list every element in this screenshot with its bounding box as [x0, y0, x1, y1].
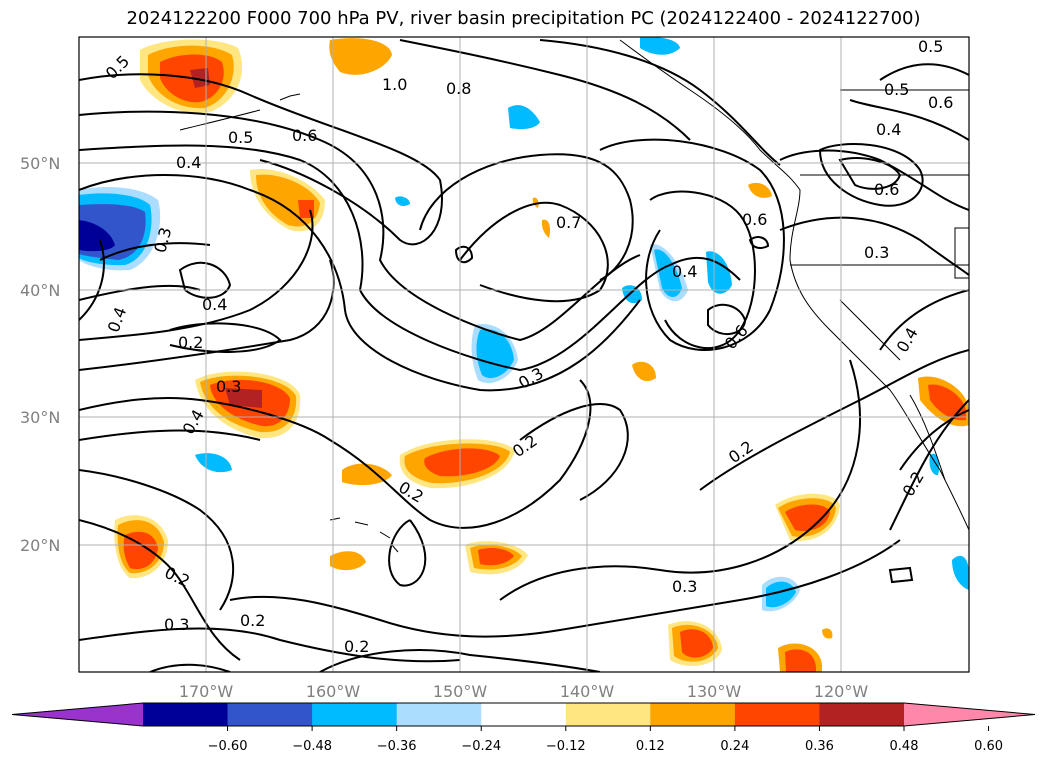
- positive-anomaly-hawaii-north: [342, 463, 392, 486]
- contour-label: 0.3: [216, 377, 241, 396]
- positive-anomaly-mid-south: [195, 371, 301, 439]
- positive-anomaly-sw: [114, 515, 168, 579]
- contour-label: 0.2: [178, 333, 203, 352]
- contour-label: 0.6: [292, 126, 317, 145]
- colorbar-tick-label: −0.36: [377, 739, 417, 754]
- colorbar-segment: [396, 703, 482, 726]
- contour-label: 0.3: [864, 243, 889, 262]
- longitude-labels: 170°W 160°W 150°W 140°W 130°W 120°W: [179, 682, 869, 701]
- colorbar-tick-label: −0.12: [546, 739, 586, 754]
- lon-label: 130°W: [687, 682, 742, 701]
- lon-label: 150°W: [433, 682, 488, 701]
- colorbar-segment: [650, 703, 736, 726]
- colorbar-segment: [565, 703, 651, 726]
- colorbar-tick-label: 0.12: [636, 739, 665, 754]
- colorbar-segment: [143, 703, 229, 726]
- lon-label: 140°W: [560, 682, 615, 701]
- contour-label: 0.5: [918, 37, 943, 56]
- colorbar-segment: [734, 703, 820, 726]
- positive-anomaly-center-south: [399, 439, 515, 489]
- gridlines: [79, 37, 969, 672]
- colorbar-tick-label: 0.36: [805, 739, 834, 754]
- contour-label: 0.8: [446, 79, 471, 98]
- colorbar-extension-min: [12, 703, 143, 726]
- lon-label: 170°W: [179, 682, 234, 701]
- colorbar-tick-label: 0.48: [890, 739, 919, 754]
- contour-label: 0.5: [884, 80, 909, 99]
- contour-label: 0.4: [672, 262, 697, 281]
- lat-label: 30°N: [20, 408, 60, 427]
- colorbar: −0.60 −0.48 −0.36 −0.24 −0.12 0.12 0.24 0.36 0.4…: [11, 702, 1036, 754]
- colorbar-segment: [312, 703, 398, 726]
- contour-label: 0.6: [742, 210, 767, 229]
- colorbar-segment: [227, 703, 313, 726]
- contour-label: 0.4: [176, 153, 201, 172]
- map-panel: [79, 37, 969, 672]
- colorbar-segment: [481, 703, 567, 726]
- colorbar-extension-max: [904, 703, 1035, 726]
- latitude-labels: 50°N 40°N 30°N 20°N: [20, 154, 60, 555]
- map-title: 2024122200 F000 700 hPa PV, river basin …: [126, 8, 921, 29]
- coastlines: [179, 39, 969, 553]
- contour-label: 0.6: [928, 93, 953, 112]
- colorbar-tick-label: −0.60: [208, 739, 248, 754]
- positive-anomaly-se: [775, 493, 840, 541]
- lat-label: 50°N: [20, 154, 60, 173]
- positive-anomaly-top-center: [329, 38, 392, 75]
- colorbar-tick-label: −0.24: [461, 739, 501, 754]
- contour-label: 0.2: [344, 637, 369, 656]
- pv-contours: [79, 39, 969, 672]
- negative-anomaly-small-a: [508, 105, 540, 130]
- positive-anomaly-bottom: [668, 621, 722, 666]
- lat-label: 20°N: [20, 536, 60, 555]
- colorbar-tick-label: 0.60: [974, 739, 1003, 754]
- contour-label: 0.6: [874, 180, 899, 199]
- contour-label: 0.3: [672, 577, 697, 596]
- lon-label: 160°W: [306, 682, 361, 701]
- map-frame: [78, 36, 970, 673]
- colorbar-tick-label: −0.48: [292, 739, 332, 754]
- contour-label: 0.5: [228, 128, 253, 147]
- positive-anomaly-mid-west: [250, 169, 325, 232]
- lat-label: 40°N: [20, 281, 60, 300]
- contour-label: 0.3: [164, 615, 189, 634]
- contour-label: 1.0: [382, 75, 407, 94]
- colorbar-segment: [819, 703, 905, 726]
- positive-anomaly-hawaii-south: [330, 551, 366, 571]
- contour-label: 0.7: [556, 213, 581, 232]
- colorbar-tick-label: 0.24: [720, 739, 749, 754]
- colorbar-outline: [11, 702, 1036, 727]
- contour-label: 0.4: [876, 120, 901, 139]
- lon-label: 120°W: [814, 682, 869, 701]
- contour-label: 0.2: [240, 611, 265, 630]
- contour-label: 0.4: [202, 295, 227, 314]
